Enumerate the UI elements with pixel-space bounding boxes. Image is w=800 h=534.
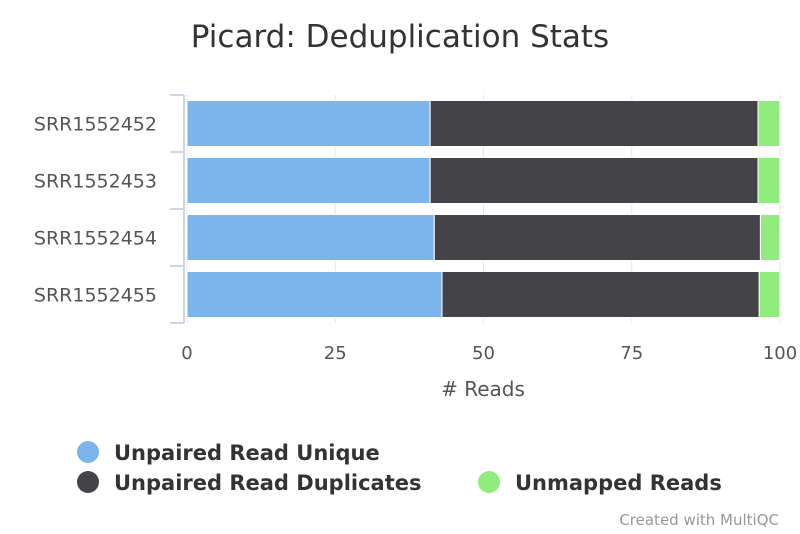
axes: SRR1552452 SRR1552453 SRR1552454 SRR1552455… <box>34 94 797 364</box>
category-label: SRR1552455 <box>34 285 157 307</box>
legend-item[interactable]: Unpaired Read Duplicates <box>77 471 421 495</box>
bar-segment[interactable] <box>758 271 781 318</box>
bar-segment[interactable] <box>757 100 781 147</box>
chart-title: Picard: Deduplication Stats <box>191 19 609 55</box>
bars[interactable] <box>186 100 781 318</box>
category-label: SRR1552452 <box>34 114 157 136</box>
legend[interactable]: Unpaired Read Unique Unpaired Read Duplic… <box>77 441 722 495</box>
bar-segment[interactable] <box>429 100 759 147</box>
x-tick-label: 75 <box>620 343 643 364</box>
legend-label: Unpaired Read Unique <box>114 441 380 465</box>
legend-marker <box>478 471 500 493</box>
bar-segment[interactable] <box>757 157 781 204</box>
bar-segment[interactable] <box>186 157 431 204</box>
legend-item[interactable]: Unmapped Reads <box>478 471 722 495</box>
legend-item[interactable]: Unpaired Read Unique <box>77 441 380 465</box>
legend-marker <box>77 441 99 463</box>
legend-label: Unpaired Read Duplicates <box>114 471 421 495</box>
credit-text: Created with MultiQC <box>619 511 779 529</box>
legend-marker <box>77 471 99 493</box>
x-tick-label: 25 <box>324 343 347 364</box>
bar-segment[interactable] <box>186 271 443 318</box>
bar-segment[interactable] <box>759 214 781 261</box>
x-tick-label: 0 <box>181 343 192 364</box>
bar-segment[interactable] <box>186 100 431 147</box>
x-tick-label: 50 <box>472 343 495 364</box>
bar-segment[interactable] <box>186 214 435 261</box>
category-label: SRR1552453 <box>34 171 157 193</box>
legend-label: Unmapped Reads <box>515 471 722 495</box>
bar-segment[interactable] <box>433 214 761 261</box>
bar-segment[interactable] <box>441 271 760 318</box>
bar-segment[interactable] <box>429 157 759 204</box>
x-tick-label: 100 <box>763 343 797 364</box>
x-axis-title: # Reads <box>441 377 525 401</box>
category-label: SRR1552454 <box>34 228 157 250</box>
